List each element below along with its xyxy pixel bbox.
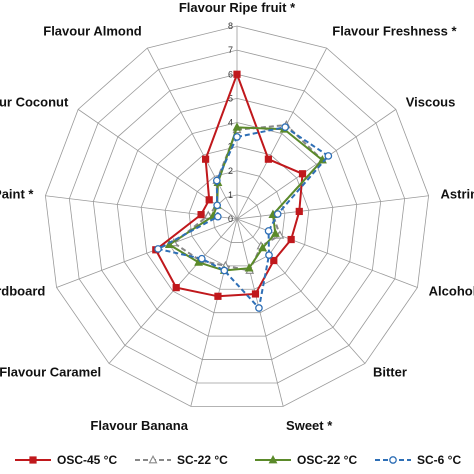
- spoke-1: [236, 47, 328, 220]
- tick-label: 5: [228, 93, 233, 103]
- tick-label: 0: [228, 214, 233, 224]
- data-point: [233, 133, 241, 141]
- axis-label: Sweet *: [286, 418, 333, 433]
- legend-item: OSC-22 °C: [255, 453, 357, 467]
- spoke-10: [45, 195, 238, 220]
- data-point: [281, 123, 290, 131]
- axis-label: Alcohol: [429, 284, 474, 299]
- data-point: [154, 245, 162, 253]
- axis-label: Paint *: [0, 186, 34, 201]
- grid-ring-5: [116, 97, 358, 337]
- series-line: [155, 126, 330, 311]
- grid-ring-6: [92, 73, 382, 360]
- data-point: [148, 455, 158, 464]
- legend-label: OSC-22 °C: [297, 453, 357, 467]
- axis-label: Flavour Banana: [90, 418, 188, 433]
- spoke-7: [190, 218, 238, 407]
- axis-label: Viscous: [406, 95, 456, 110]
- data-point: [287, 235, 295, 244]
- data-point: [29, 456, 37, 464]
- data-point: [273, 210, 282, 218]
- data-point: [214, 292, 222, 300]
- axis-labels: Flavour Ripe fruit * Flavour Freshness * V…: [0, 0, 474, 433]
- spoke-6: [236, 218, 284, 407]
- axis-label: Flavour Freshness *: [332, 23, 457, 38]
- data-point: [298, 170, 307, 178]
- spoke-5: [236, 218, 366, 364]
- data-series: [152, 70, 333, 312]
- data-point: [202, 155, 210, 163]
- data-point: [220, 266, 229, 275]
- grid-ring-4: [140, 122, 334, 314]
- data-point: [205, 196, 213, 204]
- grid-ring-8: [44, 25, 430, 407]
- data-point: [251, 290, 260, 298]
- series-line: [154, 71, 304, 298]
- tick-label: 4: [228, 118, 233, 128]
- data-point: [264, 227, 273, 235]
- data-point: [389, 456, 397, 464]
- legend-label: SC-6 °C: [417, 453, 461, 467]
- grid-ring-3: [164, 146, 310, 290]
- spoke-9: [56, 218, 238, 288]
- axis-label: Flavour Ripe fruit *: [179, 0, 296, 15]
- radar-spokes: [45, 26, 429, 407]
- tick-label: 2: [228, 166, 233, 176]
- tick-label: 7: [228, 45, 233, 55]
- axis-label: Cardboard: [0, 284, 45, 299]
- data-point: [197, 254, 206, 263]
- axis-label: Astringent: [441, 186, 474, 201]
- data-point: [295, 207, 303, 216]
- tick-label: 1: [228, 190, 233, 200]
- data-point: [324, 152, 333, 160]
- series-2: [164, 122, 327, 274]
- data-point: [172, 284, 180, 292]
- tick-label: 8: [228, 21, 233, 31]
- data-point: [264, 155, 272, 163]
- data-point: [213, 201, 221, 210]
- series-3: [154, 123, 333, 312]
- axis-label: Flavour Almond: [43, 23, 142, 38]
- grid-ring-7: [68, 49, 406, 384]
- spoke-12: [146, 47, 238, 220]
- legend-label: OSC-45 °C: [57, 453, 117, 467]
- data-point: [268, 455, 278, 464]
- legend-label: SC-22 °C: [177, 453, 228, 467]
- axis-label: Bitter: [373, 364, 407, 379]
- spoke-8: [108, 218, 238, 364]
- axis-label: Flavour Coconut: [0, 95, 69, 110]
- data-point: [265, 251, 273, 259]
- data-point: [197, 211, 205, 219]
- data-point: [270, 256, 278, 265]
- grid-ring-2: [188, 170, 286, 267]
- data-point: [213, 212, 222, 221]
- legend-item: OSC-45 °C: [15, 453, 117, 467]
- data-point: [270, 228, 280, 237]
- data-point: [255, 304, 263, 312]
- data-point: [244, 263, 254, 272]
- data-point: [232, 122, 242, 131]
- spoke-2: [236, 109, 397, 220]
- spoke-3: [236, 195, 429, 220]
- data-point: [233, 70, 241, 78]
- data-point: [258, 242, 268, 252]
- radar-grid: [44, 25, 430, 407]
- legend: OSC-45 °C SC-22 °C OSC-22 °C SC-6 °C: [15, 453, 461, 467]
- legend-item: SC-6 °C: [375, 453, 461, 467]
- tick-label: 6: [228, 69, 233, 79]
- axis-label: Flavour Caramel: [0, 364, 101, 379]
- series-0: [152, 70, 307, 300]
- data-point: [212, 176, 221, 185]
- data-point: [164, 239, 174, 249]
- legend-item: SC-22 °C: [135, 453, 228, 467]
